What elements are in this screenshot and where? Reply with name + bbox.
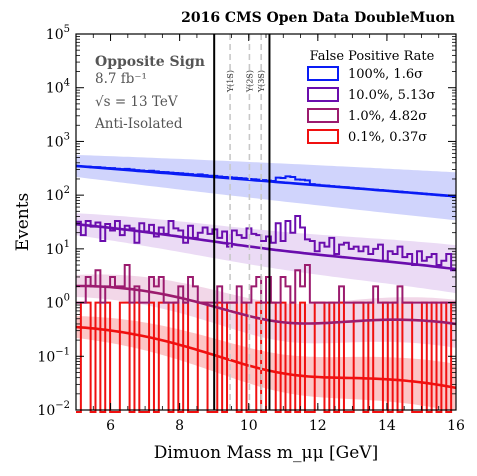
x-tick-label: 16 xyxy=(447,418,465,434)
fit-curve xyxy=(75,164,457,198)
legend-entry: 1.0%, 4.82σ xyxy=(348,109,427,124)
fit-curve xyxy=(75,222,457,271)
uncertainty-band xyxy=(76,155,456,221)
legend-entry: 10.0%, 5.13σ xyxy=(348,88,436,103)
legend-swatch xyxy=(307,87,339,102)
x-tick-label: 14 xyxy=(378,418,396,434)
annotation-lumi: 8.7 fb⁻¹ xyxy=(95,71,147,87)
y-tick-label: 10−1 xyxy=(37,346,70,365)
plot-area: Υ(1S) Υ(2S) Υ(3S) xyxy=(75,34,457,413)
annotation-selection: Anti-Isolated xyxy=(94,116,183,132)
uncertainty-band xyxy=(76,213,456,294)
y-axis-label: Events xyxy=(13,193,33,252)
y-tick-label: 10−2 xyxy=(37,400,70,419)
resonance-label: Υ(2S) xyxy=(245,70,254,93)
legend-entry: 0.1%, 0.37σ xyxy=(348,130,427,145)
annotation-block: Opposite Sign 8.7 fb⁻¹ √s = 13 TeV Anti-… xyxy=(94,54,205,132)
y-tick-label: 102 xyxy=(46,185,70,204)
x-tick-label: 8 xyxy=(175,418,184,434)
y-tick-label: 101 xyxy=(46,239,70,258)
legend-swatch xyxy=(307,108,339,123)
x-tick-label: 10 xyxy=(240,418,258,434)
legend-swatch xyxy=(307,129,339,144)
y-tick-label: 105 xyxy=(46,24,70,43)
annotation-heading: Opposite Sign xyxy=(95,54,205,70)
histogram xyxy=(76,214,456,272)
legend-entry: 100%, 1.6σ xyxy=(348,67,423,82)
histogram xyxy=(76,264,456,304)
legend-swatch xyxy=(307,66,339,81)
x-axis-label: Dimuon Mass m_μμ [GeV] xyxy=(154,443,378,463)
x-tick-label: 6 xyxy=(106,418,115,434)
annotation-sqrt-s: √s = 13 TeV xyxy=(95,94,178,110)
resonance-label: Υ(3S) xyxy=(257,70,266,93)
legend: False Positive Rate 100%, 1.6σ 10.0%, 5.1… xyxy=(307,49,436,145)
resonance-label: Υ(1S) xyxy=(226,70,235,93)
y-tick-label: 100 xyxy=(46,293,70,312)
fit-curve xyxy=(75,325,457,390)
chart-title: 2016 CMS Open Data DoubleMuon xyxy=(181,10,455,26)
y-tick-label: 104 xyxy=(46,78,70,97)
y-tick-label: 103 xyxy=(46,131,70,150)
legend-title: False Positive Rate xyxy=(310,49,435,64)
fit-curve xyxy=(76,284,457,326)
x-tick-label: 12 xyxy=(309,418,327,434)
